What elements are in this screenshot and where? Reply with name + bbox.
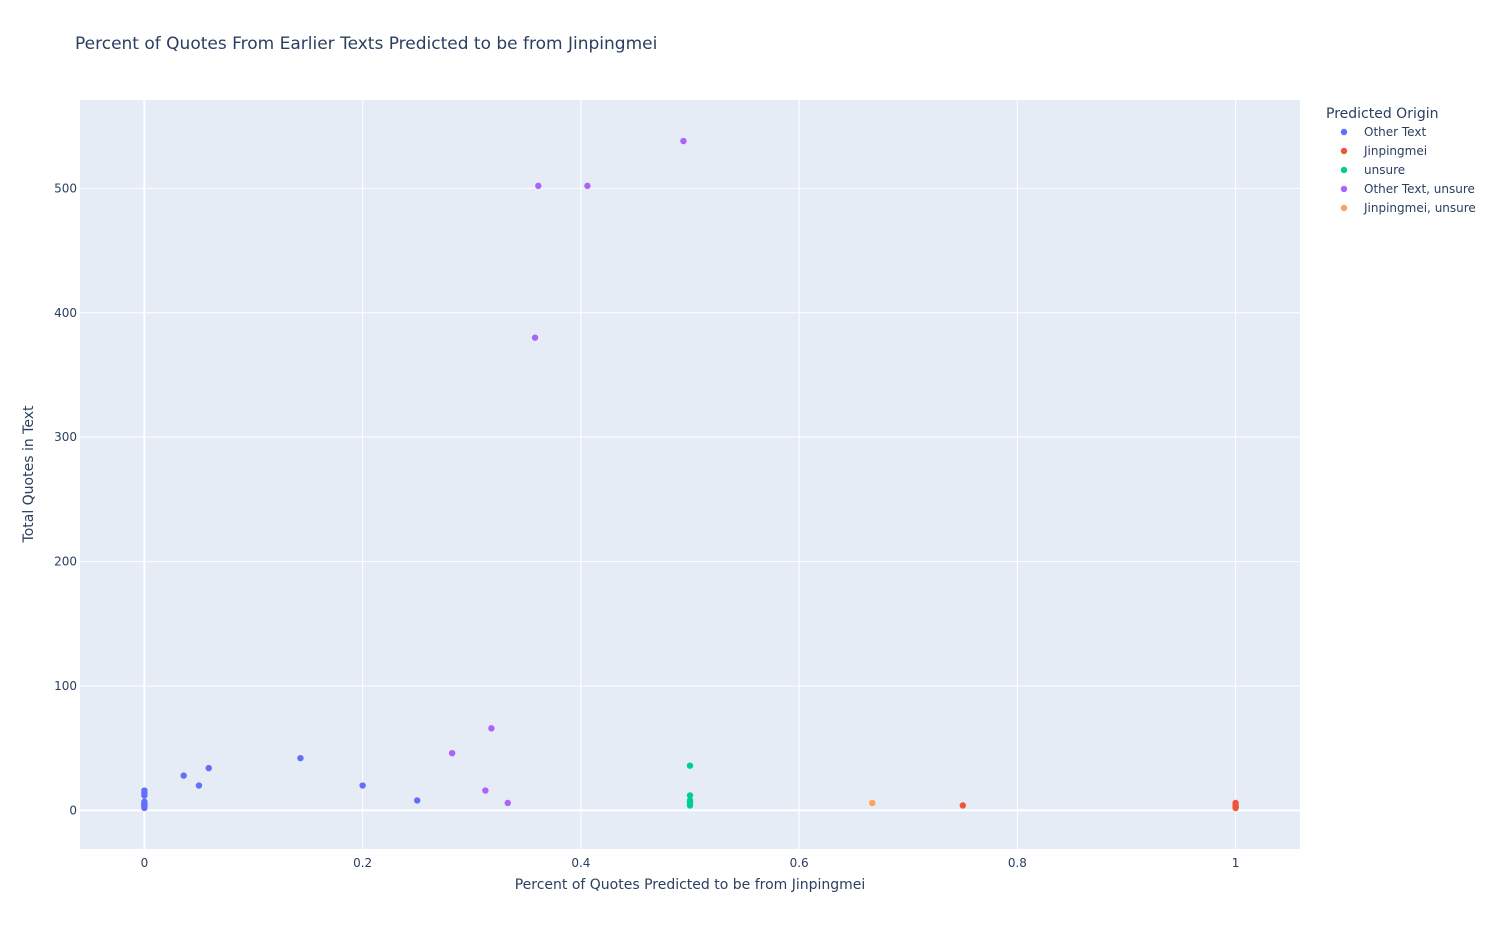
y-tick-label: 300 — [54, 430, 77, 444]
x-tick-label: 0 — [141, 856, 149, 870]
data-points[interactable] — [141, 137, 1239, 812]
legend-label: unsure — [1364, 163, 1405, 177]
x-tick-label: 0.6 — [790, 856, 809, 870]
legend-marker — [1340, 185, 1348, 193]
point-other-text-unsure[interactable] — [535, 182, 542, 190]
point-unsure[interactable] — [686, 797, 694, 804]
legend-title: Predicted Origin — [1326, 106, 1439, 122]
point-other-text[interactable] — [359, 782, 366, 789]
y-axis-title: Total Quotes in Text — [21, 405, 37, 543]
point-other-text-unsure[interactable] — [482, 787, 489, 794]
y-tick-label: 200 — [54, 555, 77, 569]
legend-item-other-text-unsure[interactable]: Other Text, unsure — [1340, 182, 1475, 196]
legend-label: Other Text — [1364, 125, 1426, 139]
y-tick-label: 400 — [54, 306, 77, 320]
point-other-text-unsure[interactable] — [504, 799, 511, 807]
point-other-text-unsure[interactable] — [488, 725, 495, 732]
point-unsure[interactable] — [686, 792, 694, 799]
y-tick-label: 0 — [69, 803, 77, 817]
legend-marker — [1340, 128, 1348, 136]
point-other-text-unsure[interactable] — [584, 182, 591, 190]
point-other-text-unsure[interactable] — [680, 137, 687, 145]
y-axis-tick-labels: 0 100 200 300 400 500 — [54, 181, 77, 817]
x-tick-label: 0.2 — [353, 856, 372, 870]
chart-title: Percent of Quotes From Earlier Texts Pre… — [75, 34, 657, 54]
x-tick-label: 0.4 — [571, 856, 590, 870]
plot-background — [80, 100, 1300, 849]
x-axis-title: Percent of Quotes Predicted to be from J… — [515, 877, 866, 893]
point-other-text-unsure[interactable] — [448, 749, 456, 757]
legend-items[interactable]: Other Text Jinpingmei unsure Other Text, un… — [1340, 125, 1476, 215]
point-other-text[interactable] — [297, 754, 304, 762]
point-unsure[interactable] — [686, 762, 694, 769]
x-tick-label: 1 — [1232, 856, 1240, 870]
y-tick-label: 500 — [54, 181, 77, 195]
legend-label: Other Text, unsure — [1364, 182, 1475, 196]
point-jinpingmei[interactable] — [1232, 799, 1239, 807]
legend-item-jinpingmei[interactable]: Jinpingmei — [1340, 144, 1427, 158]
legend-item-jinpingmei-unsure[interactable]: Jinpingmei, unsure — [1340, 201, 1476, 215]
legend-label: Jinpingmei, unsure — [1363, 201, 1476, 215]
point-other-text[interactable] — [413, 797, 421, 804]
point-other-text[interactable] — [180, 772, 187, 779]
legend: Predicted Origin Other Text Jinpingmei uns… — [1326, 106, 1476, 215]
legend-marker — [1340, 204, 1348, 212]
legend-item-unsure[interactable]: unsure — [1340, 163, 1405, 177]
point-jinpingmei[interactable] — [959, 802, 967, 809]
point-other-text[interactable] — [141, 798, 148, 805]
point-jinpingmei-unsure[interactable] — [869, 799, 876, 807]
x-axis-tick-labels: 0 0.2 0.4 0.6 0.8 1 — [141, 856, 1240, 870]
legend-marker — [1340, 166, 1348, 174]
point-other-text-unsure[interactable] — [531, 334, 539, 341]
y-tick-label: 100 — [54, 679, 77, 693]
grid-lines — [80, 100, 1300, 849]
legend-item-other-text[interactable]: Other Text — [1340, 125, 1427, 139]
x-tick-label: 0.8 — [1008, 856, 1027, 870]
legend-marker — [1340, 147, 1348, 155]
point-other-text[interactable] — [141, 787, 148, 794]
point-other-text[interactable] — [195, 782, 203, 789]
point-other-text[interactable] — [205, 764, 212, 772]
legend-label: Jinpingmei — [1363, 144, 1427, 158]
